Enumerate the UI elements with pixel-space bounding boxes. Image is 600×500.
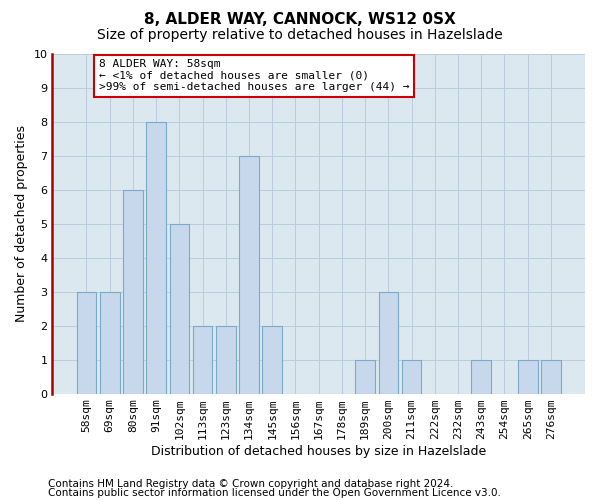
- Bar: [402, 360, 421, 394]
- Bar: [262, 326, 282, 394]
- Bar: [170, 224, 189, 394]
- Text: Size of property relative to detached houses in Hazelslade: Size of property relative to detached ho…: [97, 28, 503, 42]
- Text: Contains HM Land Registry data © Crown copyright and database right 2024.: Contains HM Land Registry data © Crown c…: [48, 479, 454, 489]
- Text: Contains public sector information licensed under the Open Government Licence v3: Contains public sector information licen…: [48, 488, 501, 498]
- Bar: [77, 292, 97, 394]
- Y-axis label: Number of detached properties: Number of detached properties: [15, 126, 28, 322]
- X-axis label: Distribution of detached houses by size in Hazelslade: Distribution of detached houses by size …: [151, 444, 487, 458]
- Text: 8, ALDER WAY, CANNOCK, WS12 0SX: 8, ALDER WAY, CANNOCK, WS12 0SX: [144, 12, 456, 28]
- Bar: [541, 360, 561, 394]
- Bar: [472, 360, 491, 394]
- Bar: [518, 360, 538, 394]
- Bar: [146, 122, 166, 394]
- Bar: [379, 292, 398, 394]
- Bar: [100, 292, 119, 394]
- Bar: [193, 326, 212, 394]
- Bar: [355, 360, 375, 394]
- Bar: [123, 190, 143, 394]
- Bar: [216, 326, 236, 394]
- Bar: [239, 156, 259, 394]
- Text: 8 ALDER WAY: 58sqm
← <1% of detached houses are smaller (0)
>99% of semi-detache: 8 ALDER WAY: 58sqm ← <1% of detached hou…: [98, 59, 409, 92]
